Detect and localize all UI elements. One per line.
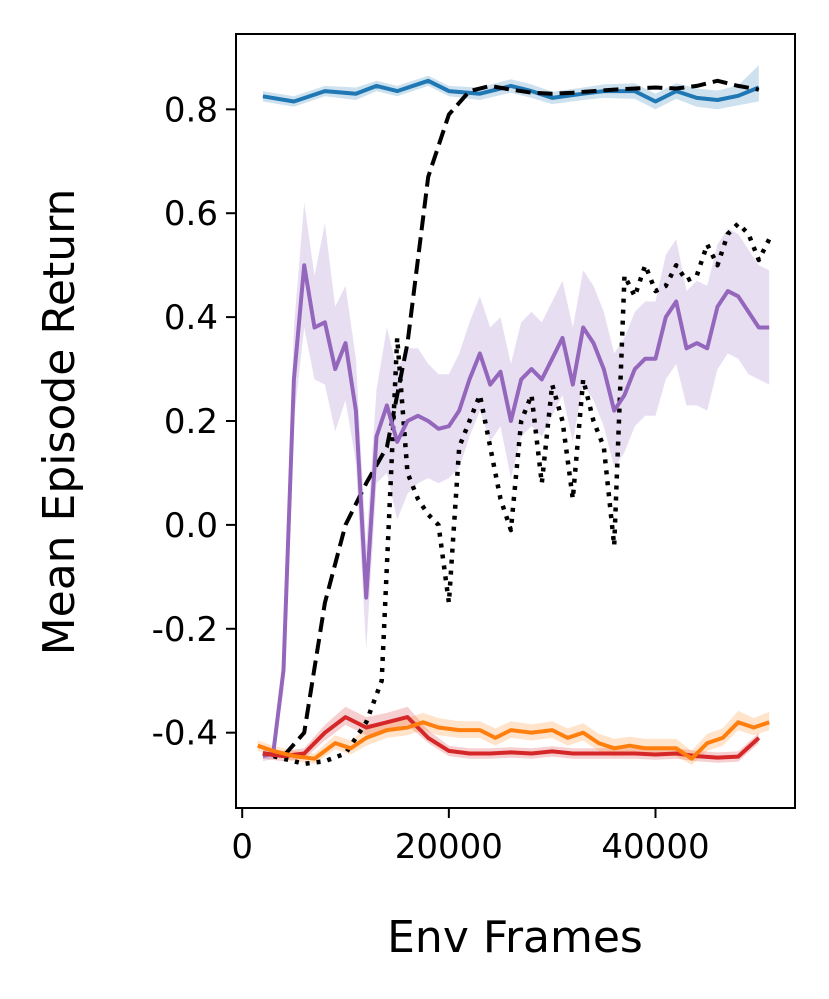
- x-tick-label: 20000: [395, 827, 503, 867]
- band-purple: [262, 202, 770, 762]
- series-line-red: [262, 715, 761, 760]
- y-tick-label: -0.4: [152, 714, 218, 754]
- y-tick-label: 0.8: [164, 90, 218, 130]
- y-axis-label: Mean Episode Return: [34, 189, 85, 656]
- series-line-orange: [257, 720, 770, 761]
- x-tick-label: 40000: [601, 827, 709, 867]
- series-line-purple: [262, 263, 770, 759]
- series-line-blue: [262, 78, 760, 104]
- series-lines: [257, 78, 772, 767]
- x-axis-label: Env Frames: [387, 912, 643, 963]
- y-tick-label: 0.6: [164, 194, 218, 234]
- x-tick-label: 0: [231, 827, 253, 867]
- y-tick-label: -0.2: [152, 610, 218, 650]
- axes: 0.8 0.6 0.4 0.2 0.0 -0.2 -0.4 0 20000 40000: [152, 33, 796, 867]
- y-tick-label: 0.4: [164, 298, 218, 338]
- series-line-black-dashed: [262, 78, 760, 759]
- y-tick-label: 0.0: [164, 506, 218, 546]
- y-tick-label: 0.2: [164, 402, 218, 442]
